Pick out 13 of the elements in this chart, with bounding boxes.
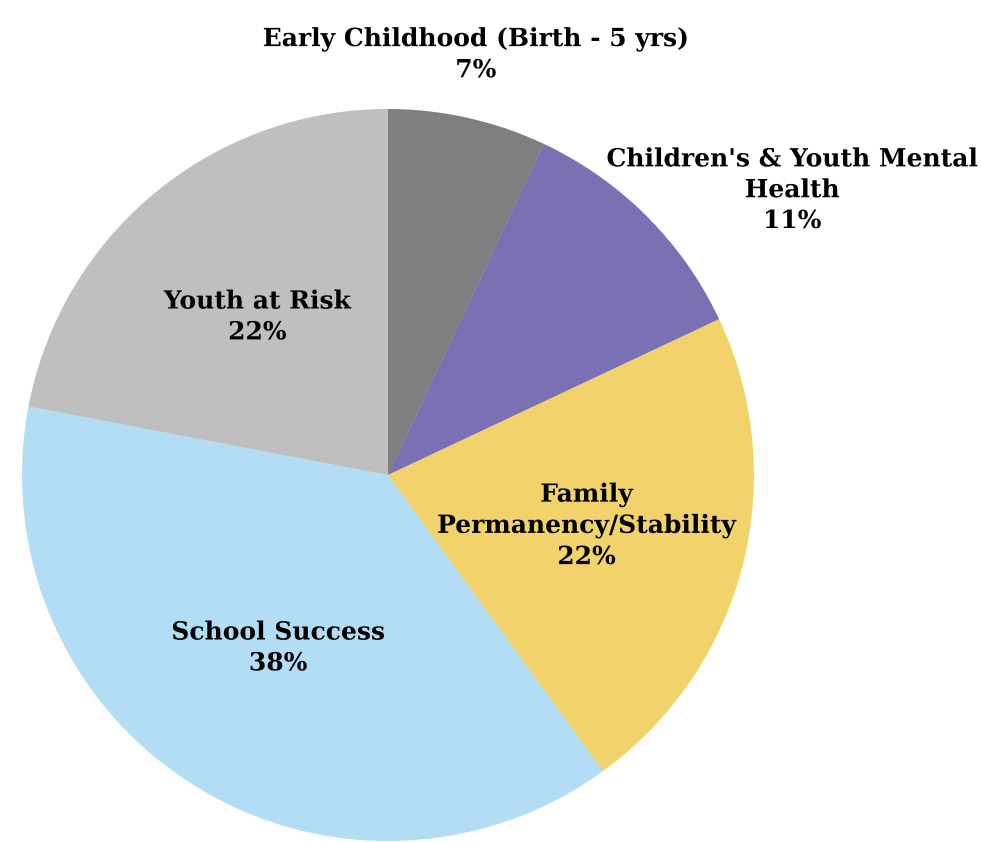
slice-label: School Success xyxy=(172,620,384,640)
pie-slice xyxy=(388,109,544,475)
pie-slice xyxy=(388,319,754,772)
data-label: 11% xyxy=(766,210,821,228)
pie-slice xyxy=(28,109,388,475)
data-label: 7% xyxy=(457,58,496,78)
slice-label: Children's & Youth Mental Health xyxy=(608,147,978,198)
slice-label: Youth at Risk xyxy=(164,290,352,309)
slice-label: Family Permanency/Stability xyxy=(438,482,737,538)
data-label: 38% xyxy=(250,652,307,671)
slice-label: Early Childhood (Birth - 5 yrs) xyxy=(264,27,687,52)
data-label: 22% xyxy=(558,546,616,564)
data-label: 22% xyxy=(230,320,286,340)
